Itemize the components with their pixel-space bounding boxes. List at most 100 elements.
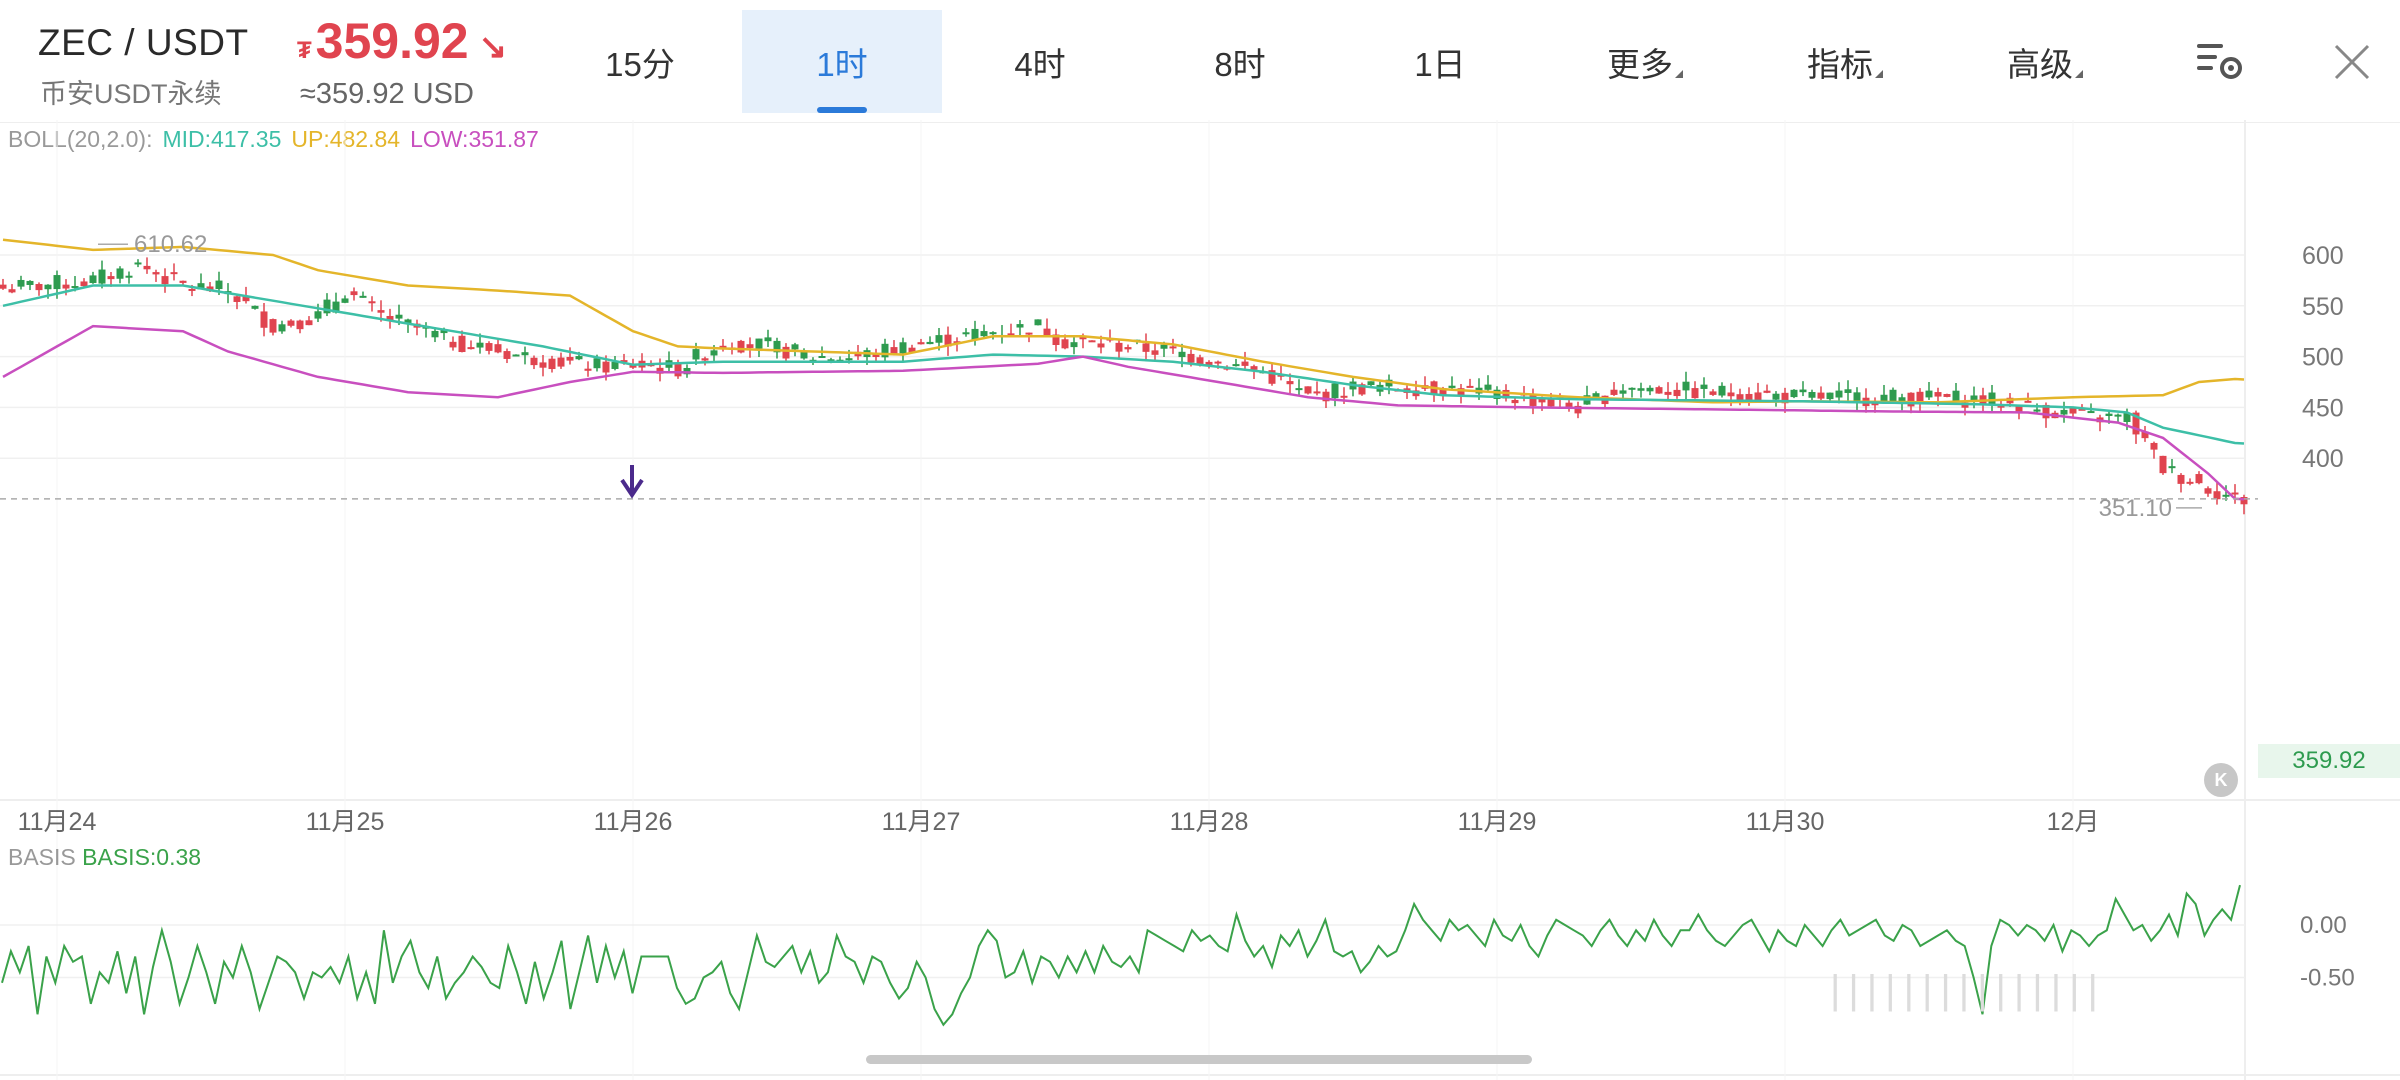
price-chart[interactable]: 400 450 500 550 600 11月24 11月25 11月26 11月27 11月28… [0, 120, 2400, 1080]
candle [62, 284, 70, 289]
candle [44, 284, 52, 290]
candle [1538, 398, 1546, 403]
candle [2177, 474, 2185, 484]
y-tick-label: 450 [2302, 394, 2344, 422]
candle [143, 265, 151, 270]
candle [1178, 351, 1186, 358]
y-tick-label: 500 [2302, 344, 2344, 372]
candle [2150, 442, 2158, 450]
tab-more[interactable]: 更多 [1540, 10, 1740, 113]
candle [1637, 388, 1645, 391]
candle [1484, 384, 1492, 390]
candle [323, 299, 331, 314]
candle [611, 361, 619, 369]
candle [287, 320, 295, 326]
candle [1574, 405, 1582, 414]
candle [35, 283, 43, 291]
boll-low-value: LOW:351.87 [410, 126, 539, 152]
tab-1d[interactable]: 1日 [1340, 10, 1540, 113]
k-line-badge[interactable]: K [2204, 763, 2238, 797]
candle [530, 357, 538, 366]
candle [314, 311, 322, 319]
candle [1970, 395, 1978, 401]
candle [845, 358, 853, 361]
candle [971, 328, 979, 340]
tab-indicators[interactable]: 指标 [1740, 10, 1940, 113]
basis-name: BASIS [8, 844, 76, 870]
close-icon[interactable] [2330, 40, 2374, 84]
header: ZEC / USDT 币安USDT永续 ₮ 359.92 ↘ ≈359.92 U… [0, 0, 2400, 123]
candle [1367, 381, 1375, 386]
boll-lower-line [2, 324, 2245, 501]
candle [539, 362, 547, 368]
tab-advanced[interactable]: 高级 [1940, 10, 2140, 113]
candle [503, 351, 511, 359]
candle [1763, 390, 1771, 393]
candle [1241, 361, 1249, 366]
candle [305, 320, 313, 326]
candle [719, 345, 727, 348]
candle [1745, 393, 1753, 401]
candle [2087, 411, 2095, 414]
last-price: ₮ 359.92 ↘ [297, 12, 507, 70]
candle [476, 342, 484, 348]
pair-title[interactable]: ZEC / USDT [38, 22, 249, 63]
candle [494, 344, 502, 353]
price-value: 359.92 [315, 13, 469, 69]
candle [404, 319, 412, 324]
chart-settings-icon[interactable] [2195, 40, 2245, 82]
candle [566, 356, 574, 361]
candle [161, 276, 169, 285]
candle [656, 367, 664, 374]
candle [935, 335, 943, 343]
signal-arrow-icon [620, 465, 644, 499]
candle [1988, 392, 1996, 405]
candle [1952, 390, 1960, 402]
horizontal-scrollbar[interactable] [866, 1055, 1532, 1064]
candle [152, 272, 160, 275]
candle [692, 349, 700, 360]
candle [791, 344, 799, 350]
candle [359, 295, 367, 298]
tab-1h[interactable]: 1时 [742, 10, 942, 113]
candle [251, 305, 259, 309]
candle [2213, 491, 2221, 500]
candle [620, 360, 628, 363]
boll-mid-line [2, 284, 2245, 445]
basis-y-tick: -0.50 [2300, 965, 2355, 992]
candle [341, 298, 349, 303]
tab-15m[interactable]: 15分 [540, 10, 740, 113]
candle [170, 272, 178, 275]
candle [1061, 339, 1069, 349]
candle [179, 280, 187, 283]
tab-label: 更多 [1607, 45, 1673, 83]
candle [575, 356, 583, 360]
candle [746, 344, 754, 348]
candle [2240, 497, 2248, 505]
candle [1286, 381, 1294, 385]
candle [1646, 387, 1654, 392]
candle [2015, 405, 2023, 414]
candle [98, 269, 106, 284]
candle [350, 291, 358, 296]
candle [1295, 388, 1303, 391]
candle [449, 341, 457, 348]
candle [1853, 392, 1861, 401]
candle [1322, 391, 1330, 402]
low-price-label: 351.10 [2099, 495, 2172, 522]
y-tick-label: 400 [2302, 445, 2344, 473]
tab-4h[interactable]: 4时 [940, 10, 1140, 113]
x-tick-label: 11月28 [1170, 808, 1249, 836]
candle [1718, 385, 1726, 396]
candle [242, 295, 250, 302]
tab-8h[interactable]: 8时 [1140, 10, 1340, 113]
tab-label: 1时 [816, 45, 868, 83]
candle [1439, 388, 1447, 395]
candle [1070, 342, 1078, 348]
candle [890, 347, 898, 354]
candle [1727, 392, 1735, 397]
dropdown-triangle-icon [1675, 69, 1683, 78]
candle [233, 296, 241, 302]
candle [1700, 384, 1708, 389]
market-subtitle: 币安USDT永续 [40, 79, 222, 109]
